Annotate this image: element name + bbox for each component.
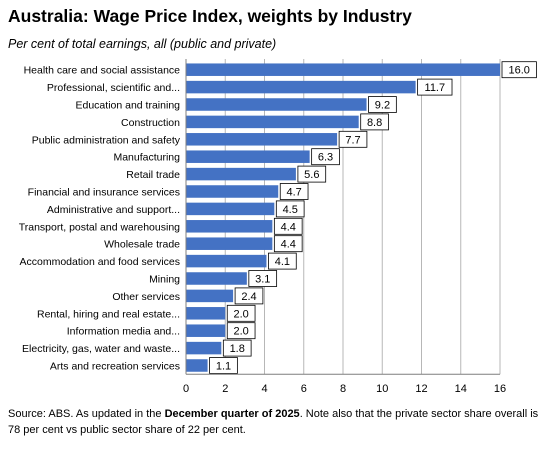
bar-chart: 0 2 4 6 8 10 12 14 16 Health care and social assi… bbox=[19, 59, 537, 395]
bar bbox=[186, 307, 226, 320]
data-label: 16.0 bbox=[508, 65, 529, 77]
bar bbox=[186, 254, 267, 268]
data-label: 3.1 bbox=[255, 274, 270, 286]
data-label: 4.1 bbox=[275, 256, 290, 268]
category-label: Transport, postal and warehousing bbox=[19, 221, 180, 233]
source-text-pre: Source: ABS. As updated in the bbox=[8, 408, 165, 420]
category-label: Electricity, gas, water and waste... bbox=[22, 343, 180, 355]
bar bbox=[186, 341, 222, 355]
category-label: Accommodation and food services bbox=[20, 256, 181, 268]
bar bbox=[186, 272, 247, 285]
data-label-box bbox=[275, 200, 305, 218]
source-text-bold: December quarter of 2025 bbox=[164, 408, 300, 420]
category-label: Manufacturing bbox=[113, 152, 180, 164]
category-label: Construction bbox=[121, 117, 180, 129]
data-label: 4.5 bbox=[283, 204, 298, 216]
category-label: Financial and insurance services bbox=[28, 187, 180, 199]
bar bbox=[186, 289, 234, 303]
data-label-box bbox=[368, 96, 397, 113]
bar bbox=[186, 63, 500, 76]
category-label: Public administration and safety bbox=[32, 134, 181, 146]
category-label: Other services bbox=[112, 291, 180, 303]
data-label-box bbox=[273, 217, 303, 235]
data-label: 9.2 bbox=[375, 100, 390, 112]
data-label: 2.4 bbox=[241, 291, 256, 303]
bar bbox=[186, 80, 416, 94]
data-label: 11.7 bbox=[425, 82, 446, 94]
bar bbox=[186, 237, 273, 250]
x-tick-label: 2 bbox=[222, 383, 228, 395]
data-label-box bbox=[311, 148, 340, 166]
category-label: Mining bbox=[149, 274, 180, 286]
data-label-box bbox=[268, 252, 297, 270]
data-label-box bbox=[297, 165, 327, 183]
category-label: Information media and... bbox=[67, 326, 180, 338]
bar bbox=[186, 167, 296, 181]
chart-title: Australia: Wage Price Index, weights by … bbox=[8, 6, 412, 26]
x-tick-label: 8 bbox=[340, 383, 346, 395]
category-label: Administrative and support... bbox=[47, 204, 180, 216]
data-label: 6.3 bbox=[318, 152, 333, 164]
x-tick-label: 0 bbox=[183, 383, 189, 395]
category-label: Professional, scientific and... bbox=[47, 82, 180, 94]
data-label-box bbox=[279, 183, 309, 200]
bar bbox=[186, 98, 367, 111]
bar bbox=[186, 359, 208, 372]
x-tick-label: 16 bbox=[494, 383, 506, 395]
data-label: 4.4 bbox=[281, 221, 296, 233]
data-label: 4.7 bbox=[286, 187, 301, 199]
category-label: Retail trade bbox=[126, 169, 180, 181]
category-label: Rental, hiring and real estate... bbox=[37, 308, 180, 320]
data-label-box bbox=[234, 287, 264, 305]
data-label: 1.8 bbox=[230, 343, 245, 355]
bar bbox=[186, 324, 226, 337]
data-label: 4.4 bbox=[281, 239, 296, 251]
data-label: 5.6 bbox=[304, 169, 319, 181]
bar bbox=[186, 185, 279, 198]
category-label: Wholesale trade bbox=[104, 239, 180, 251]
data-label-box bbox=[226, 322, 256, 340]
x-tick-label: 12 bbox=[415, 383, 427, 395]
bar bbox=[186, 133, 338, 146]
data-label-box bbox=[248, 270, 278, 287]
x-tick-label: 10 bbox=[376, 383, 388, 395]
bar bbox=[186, 115, 359, 129]
data-label: 2.0 bbox=[234, 308, 249, 320]
data-label-box bbox=[360, 113, 389, 131]
data-label-box bbox=[226, 304, 256, 322]
data-label: 8.8 bbox=[367, 117, 382, 129]
category-label: Arts and recreation services bbox=[50, 361, 180, 373]
data-label: 2.0 bbox=[234, 326, 249, 338]
bar bbox=[186, 150, 310, 163]
chart-subtitle: Per cent of total earnings, all (public … bbox=[8, 37, 277, 51]
bar bbox=[186, 220, 273, 233]
data-label-box bbox=[338, 130, 368, 148]
source-text-post: . Note also that the private sector shar… bbox=[8, 408, 539, 436]
bar bbox=[186, 202, 275, 216]
data-label: 7.7 bbox=[345, 134, 360, 146]
data-label-box bbox=[222, 339, 252, 357]
data-label-box bbox=[273, 235, 303, 253]
data-label-box bbox=[417, 78, 453, 96]
x-tick-label: 6 bbox=[301, 383, 307, 395]
x-tick-label: 4 bbox=[261, 383, 267, 395]
x-tick-label: 14 bbox=[455, 383, 467, 395]
category-label: Health care and social assistance bbox=[24, 65, 181, 77]
data-label: 1.1 bbox=[216, 361, 231, 373]
source-note: Source: ABS. As updated in the December … bbox=[8, 406, 542, 438]
category-label: Education and training bbox=[76, 100, 181, 112]
data-label-box bbox=[209, 357, 238, 374]
data-label-box bbox=[501, 61, 537, 79]
